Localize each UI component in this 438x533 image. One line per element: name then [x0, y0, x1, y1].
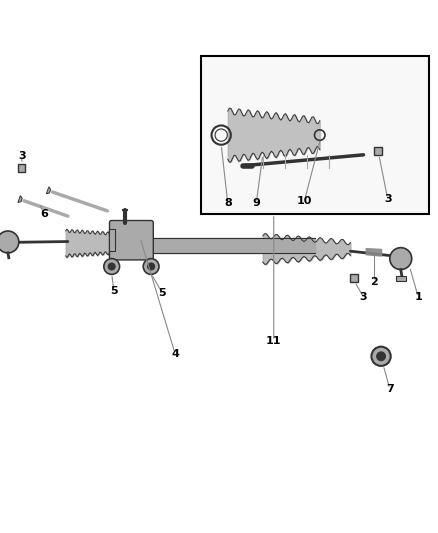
Circle shape: [104, 259, 120, 274]
Text: 7: 7: [386, 384, 394, 394]
Bar: [374, 147, 382, 155]
Circle shape: [143, 259, 159, 274]
Circle shape: [377, 352, 385, 361]
Polygon shape: [18, 196, 22, 203]
Text: 3: 3: [18, 151, 26, 161]
Text: 11: 11: [266, 336, 282, 346]
Text: 1: 1: [414, 292, 422, 302]
Circle shape: [108, 263, 115, 270]
Polygon shape: [46, 187, 51, 194]
Circle shape: [0, 231, 19, 253]
Circle shape: [148, 263, 155, 270]
Bar: [396, 276, 406, 280]
FancyBboxPatch shape: [201, 56, 429, 214]
FancyBboxPatch shape: [110, 221, 153, 260]
Text: 5: 5: [158, 288, 166, 298]
Text: 8: 8: [224, 198, 232, 208]
Bar: [350, 274, 358, 282]
Circle shape: [371, 346, 391, 366]
Text: 9: 9: [252, 198, 260, 208]
Text: 6: 6: [40, 209, 48, 219]
Text: 3: 3: [384, 193, 392, 204]
Bar: [109, 229, 115, 251]
Circle shape: [390, 248, 412, 270]
Text: 10: 10: [297, 196, 312, 206]
Text: 4: 4: [171, 349, 179, 359]
Text: 5: 5: [110, 286, 118, 296]
Bar: [18, 165, 25, 172]
Text: 2: 2: [371, 277, 378, 287]
Text: 3: 3: [360, 292, 367, 302]
